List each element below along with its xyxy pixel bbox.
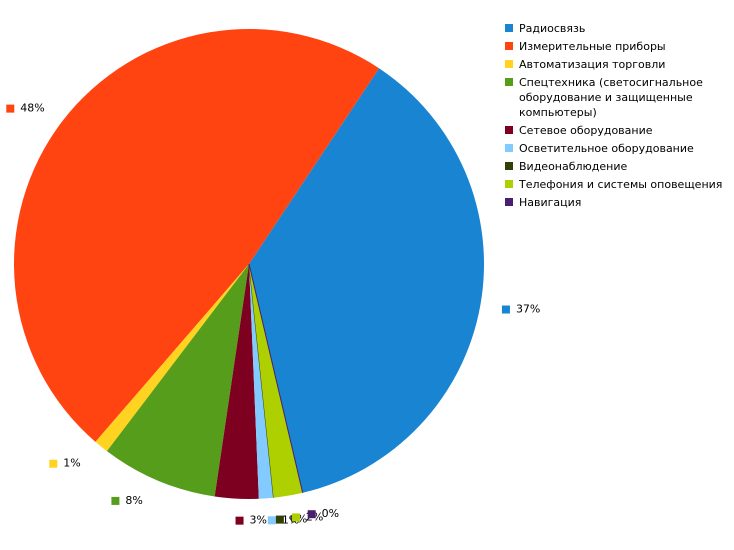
data-label: 37% (516, 303, 540, 316)
legend-item: Сетевое оборудование (505, 123, 730, 138)
legend-label: Сетевое оборудование (519, 124, 653, 137)
legend-item: Автоматизация торговли (505, 57, 730, 72)
pie-slice (249, 68, 485, 493)
label-swatch (291, 513, 300, 522)
pie-slice (95, 264, 249, 452)
legend-swatch (505, 144, 513, 152)
legend-label: Навигация (519, 196, 582, 209)
legend-item: Навигация (505, 195, 730, 210)
legend-label: Автоматизация торговли (519, 58, 666, 71)
legend-item: Спецтехника (светосигнальное оборудовани… (505, 75, 730, 120)
legend-swatch (505, 78, 513, 86)
data-label: 0% (322, 507, 339, 520)
data-label: 48% (20, 102, 44, 115)
data-label: 3% (250, 514, 267, 527)
label-swatch (6, 104, 15, 113)
label-swatch (307, 510, 316, 519)
pie-slice (248, 263, 304, 493)
label-swatch (275, 515, 284, 524)
legend-swatch (505, 60, 513, 68)
pie-slice (14, 29, 380, 442)
legend-item: Телефония и системы оповещения (505, 177, 730, 192)
legend-swatch (505, 198, 513, 206)
legend-label: Видеонаблюдение (519, 160, 628, 173)
legend: Радиосвязь Измерительные приборы Автоматиз… (505, 21, 730, 213)
legend-label: Измерительные приборы (519, 40, 666, 53)
legend-item: Радиосвязь (505, 21, 730, 36)
legend-swatch (505, 180, 513, 188)
legend-label: Спецтехника (светосигнальное оборудовани… (519, 76, 703, 119)
legend-item: Видеонаблюдение (505, 159, 730, 174)
legend-swatch (505, 42, 513, 50)
data-label: 8% (125, 494, 142, 507)
pie-slice (106, 264, 249, 497)
label-swatch (111, 496, 120, 505)
label-swatch (49, 459, 58, 468)
legend-swatch (505, 24, 513, 32)
data-label: 1% (63, 457, 80, 470)
legend-swatch (505, 162, 513, 170)
legend-label: Радиосвязь (519, 22, 586, 35)
label-swatch (267, 516, 276, 525)
pie-slice (248, 263, 275, 498)
legend-item: Измерительные приборы (505, 39, 730, 54)
label-swatch (235, 516, 244, 525)
legend-label: Телефония и системы оповещения (519, 178, 723, 191)
legend-swatch (505, 126, 513, 134)
legend-item: Осветительное оборудование (505, 141, 730, 156)
label-swatch (501, 305, 510, 314)
legend-label: Осветительное оборудование (519, 142, 694, 155)
pie-slice (214, 264, 259, 499)
